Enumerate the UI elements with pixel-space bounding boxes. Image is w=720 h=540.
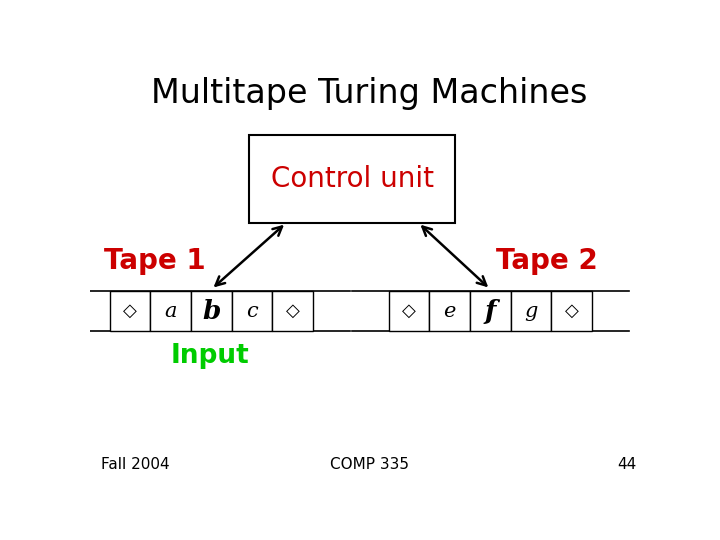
Text: Tape 2: Tape 2 [496,247,598,275]
Text: ◇: ◇ [286,302,300,320]
Bar [150,292,191,331]
Text: f: f [485,299,496,323]
Text: b: b [202,299,220,323]
Text: Fall 2004: Fall 2004 [101,457,170,472]
Bar [389,292,429,331]
Text: 44: 44 [618,457,637,472]
Bar [510,292,552,331]
Text: g: g [524,302,538,321]
Text: a: a [164,302,177,321]
Text: ◇: ◇ [565,302,579,320]
Text: ◇: ◇ [123,302,137,320]
Text: COMP 335: COMP 335 [330,457,408,472]
Bar [470,292,510,331]
Bar [249,136,456,223]
Text: ◇: ◇ [402,302,416,320]
Bar [552,292,592,331]
Text: Multitape Turing Machines: Multitape Turing Machines [150,77,588,110]
Text: e: e [444,302,456,321]
Bar [191,292,232,331]
Text: c: c [246,302,258,321]
Bar [272,292,313,331]
Bar [429,292,470,331]
Bar [109,292,150,331]
Text: Tape 1: Tape 1 [104,247,206,275]
Text: Input: Input [171,343,249,369]
Bar [232,292,272,331]
Text: Control unit: Control unit [271,165,433,193]
